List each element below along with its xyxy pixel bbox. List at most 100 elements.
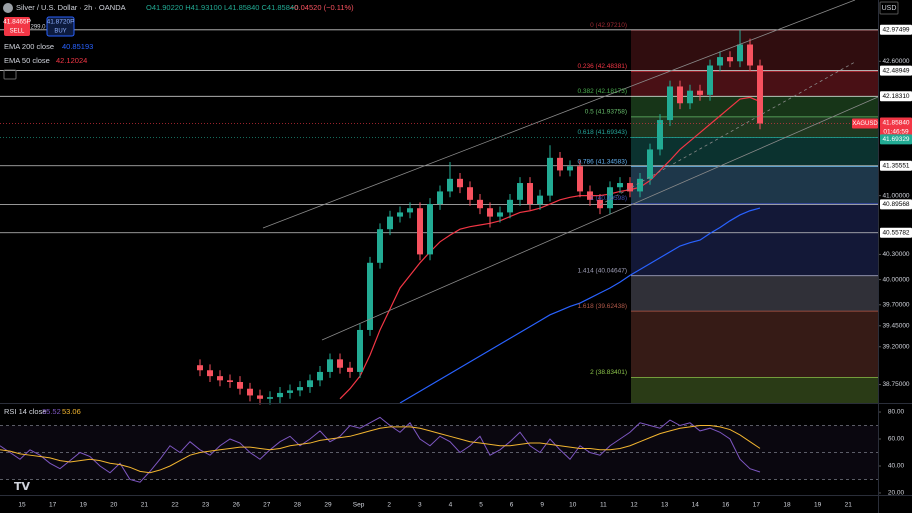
candle-body (597, 199, 603, 209)
x-tick-label: 15 (18, 502, 26, 509)
sell-box[interactable] (4, 17, 30, 36)
hline-label: 42.18310 (882, 93, 909, 100)
sell-button[interactable]: 41.8465P SELL (3, 17, 31, 36)
candle-body (757, 65, 763, 124)
price-label-box (880, 134, 912, 145)
candle-body (577, 166, 583, 192)
fib-zone (631, 275, 878, 312)
candle-body (407, 208, 413, 213)
logo: 𝗧𝗩 (14, 481, 31, 493)
x-tick-label: 4 (449, 502, 453, 509)
candle-body (547, 157, 553, 196)
candle-body (537, 195, 543, 205)
candle-body (297, 387, 303, 391)
countdown: 01:46:59 (883, 128, 909, 135)
fib-zone (631, 166, 878, 204)
fib-label: 1.414 (40.04647) (577, 267, 627, 274)
x-tick-label: 17 (753, 502, 761, 509)
buy-label[interactable]: BUY (54, 29, 66, 35)
candle-body (357, 329, 363, 372)
x-tick-label: 10 (569, 502, 577, 509)
buy-button[interactable]: 41.8720P BUY (46, 16, 75, 37)
x-tick-label: 23 (202, 502, 210, 509)
x-tick-label: 2 (387, 502, 391, 509)
candle-body (397, 212, 403, 217)
candle-body (417, 208, 423, 255)
candle-body (257, 395, 263, 399)
currency[interactable]: USD (882, 5, 897, 12)
candle-body (527, 183, 533, 205)
y-tick-label: 40.00 (888, 463, 905, 470)
hline-label-box (880, 199, 912, 210)
candle-body (287, 390, 293, 393)
y-tick-label: 41.00000 (882, 192, 909, 199)
candle-body (727, 57, 733, 62)
candle-body (247, 388, 253, 396)
candle-body (447, 178, 453, 192)
y-tick-label: 39.45000 (882, 322, 909, 329)
x-tick-label: 17 (49, 502, 57, 509)
candle-body (497, 212, 503, 217)
candle-body (697, 90, 703, 95)
candle-body (277, 392, 283, 398)
fib-label: 0.382 (42.18173) (577, 88, 627, 95)
candle-body (557, 157, 563, 171)
buy-box[interactable] (46, 16, 75, 37)
hline-label: 40.89568 (882, 201, 909, 208)
candle-body (367, 262, 373, 330)
x-tick-label: 28 (294, 502, 302, 509)
channel-line (262, 0, 856, 229)
hline-label-box (880, 24, 912, 35)
symbol-tag: XAGUSD (852, 121, 878, 127)
x-tick-label: 13 (661, 502, 669, 509)
price-label: 41.85840 (882, 119, 909, 126)
currency-box[interactable] (879, 1, 899, 15)
price-label-box (880, 117, 912, 139)
candle-body (427, 204, 433, 255)
fib-label: 1.618 (39.62438) (577, 303, 627, 310)
y-tick-label: 39.70000 (882, 301, 909, 308)
x-tick-label: 9 (540, 502, 544, 509)
y-tick-label: 39.20000 (882, 343, 909, 350)
fib-label: 0.786 (41.34583) (577, 158, 627, 165)
hline-label-box (880, 65, 912, 76)
ema50-label: EMA 50 close (4, 56, 50, 65)
fib-label: 2 (38.83401) (590, 369, 627, 376)
candle-body (477, 199, 483, 209)
x-tick-label: 19 (80, 502, 88, 509)
ema200-label: EMA 200 close (4, 42, 54, 51)
ema-line (339, 96, 761, 400)
candle-body (737, 44, 743, 62)
sell-label[interactable]: SELL (10, 29, 25, 35)
collapse-button[interactable] (3, 69, 17, 80)
candle-body (747, 44, 753, 66)
candle-body (307, 380, 313, 388)
candle-body (607, 187, 613, 209)
candle-body (467, 187, 473, 200)
candle-body (267, 397, 273, 399)
x-tick-label: 6 (510, 502, 514, 509)
candle-body (657, 120, 663, 150)
candle-body (317, 371, 323, 381)
candle-body (717, 57, 723, 66)
symbol-icon (3, 3, 13, 13)
hline-label: 41.35551 (882, 162, 909, 169)
x-tick-label: 16 (722, 502, 730, 509)
fib-label: 0.236 (42.48381) (577, 63, 627, 70)
fib-label: 1 (40.90598) (590, 195, 627, 202)
fib-zone (631, 311, 878, 378)
hline-label-box (880, 160, 912, 171)
x-tick-label: 3 (418, 502, 422, 509)
channel-midline (599, 61, 856, 206)
fib-zone (631, 203, 878, 276)
buy-price[interactable]: 41.8720P (47, 19, 75, 26)
candle-body (217, 376, 223, 381)
ema50-value: 42.12024 (56, 56, 87, 65)
y-tick-label: 60.00 (888, 436, 905, 443)
hline-label: 42.48949 (882, 67, 909, 74)
sell-price[interactable]: 41.8465P (3, 19, 31, 26)
channel-line (321, 96, 879, 341)
x-tick-label: 27 (263, 502, 271, 509)
x-tick-label: 19 (814, 502, 822, 509)
rsi-value: 35.52 (42, 407, 61, 416)
